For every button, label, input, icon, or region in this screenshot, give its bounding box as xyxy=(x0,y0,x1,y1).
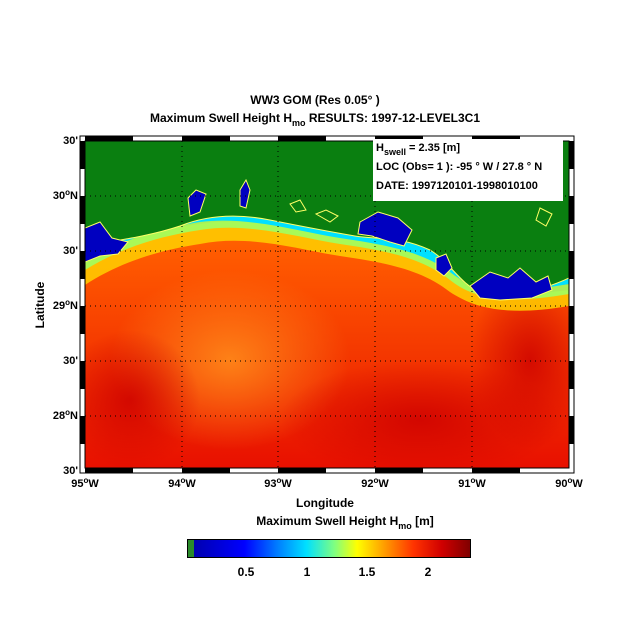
x-tick-label: 95oW xyxy=(71,476,99,490)
x-tick-label: 92oW xyxy=(361,476,389,490)
h-symbol: H xyxy=(376,142,384,154)
y-tick-label: 30' xyxy=(63,465,78,477)
high-swell-zone-west xyxy=(85,330,200,468)
y-tick-label: 30' xyxy=(63,245,78,257)
colorbar-tick: 1.5 xyxy=(358,565,376,579)
colorbar xyxy=(187,539,471,558)
colorbar-tick: 0.5 xyxy=(237,565,255,579)
x-tick-label: 90oW xyxy=(555,476,583,490)
info-panel: Hswell = 2.35 [m] LOC (Obs= 1 ): -95 ° W… xyxy=(373,139,563,201)
y-tick-label: 30oN xyxy=(52,188,78,202)
subtitle-subscript: mo xyxy=(292,118,306,128)
y-axis-label: Latitude xyxy=(33,281,47,329)
lake-outline-mid xyxy=(289,199,307,213)
swell-height-readout: Hswell = 2.35 [m] xyxy=(376,139,563,158)
moderate-swell-band xyxy=(85,221,569,311)
inland-lake-west xyxy=(187,189,207,217)
h-value: = 2.35 [m] xyxy=(405,142,461,154)
lake-outline-east xyxy=(535,207,553,227)
date-readout: DATE: 1997120101-1998010100 xyxy=(376,180,538,192)
barataria-bay xyxy=(469,267,553,301)
map-frame xyxy=(79,135,575,474)
map-subtitle: Maximum Swell Height Hmo RESULTS: 1997-1… xyxy=(0,111,630,128)
inland-lake-mid xyxy=(239,178,251,209)
subtitle-suffix: RESULTS: 1997-12-LEVEL3C1 xyxy=(305,111,481,125)
map-grid xyxy=(85,141,569,468)
sabine-lake-bay xyxy=(85,221,129,263)
x-tick-label: 93oW xyxy=(264,476,292,490)
location-readout: LOC (Obs= 1 ): -95 ° W / 27.8 ° N xyxy=(376,161,543,173)
colorbar-label: Maximum Swell Height Hmo [m] xyxy=(256,514,434,531)
x-tick-label: 94oW xyxy=(168,476,196,490)
colorbar-tick: 2 xyxy=(424,565,432,579)
atchafalaya-bay xyxy=(357,211,413,247)
y-tick-label: 30' xyxy=(63,355,78,367)
y-tick-label: 28oN xyxy=(52,408,78,422)
x-axis-label: Longitude xyxy=(296,496,354,510)
map-title: WW3 GOM (Res 0.05° ) xyxy=(250,93,380,107)
low-swell-band xyxy=(85,215,569,300)
marsh-outline xyxy=(314,209,339,223)
subtitle-prefix: Maximum Swell Height H xyxy=(149,111,293,125)
high-swell-zone-east xyxy=(470,270,569,450)
y-tick-label: 29oN xyxy=(52,298,78,312)
x-tick-label: 91oW xyxy=(458,476,486,490)
terrebonne-bay xyxy=(435,253,453,277)
colorbar-tick: 1 xyxy=(303,565,311,579)
y-tick-label: 30' xyxy=(63,135,78,147)
h-subscript: swell xyxy=(383,147,406,157)
